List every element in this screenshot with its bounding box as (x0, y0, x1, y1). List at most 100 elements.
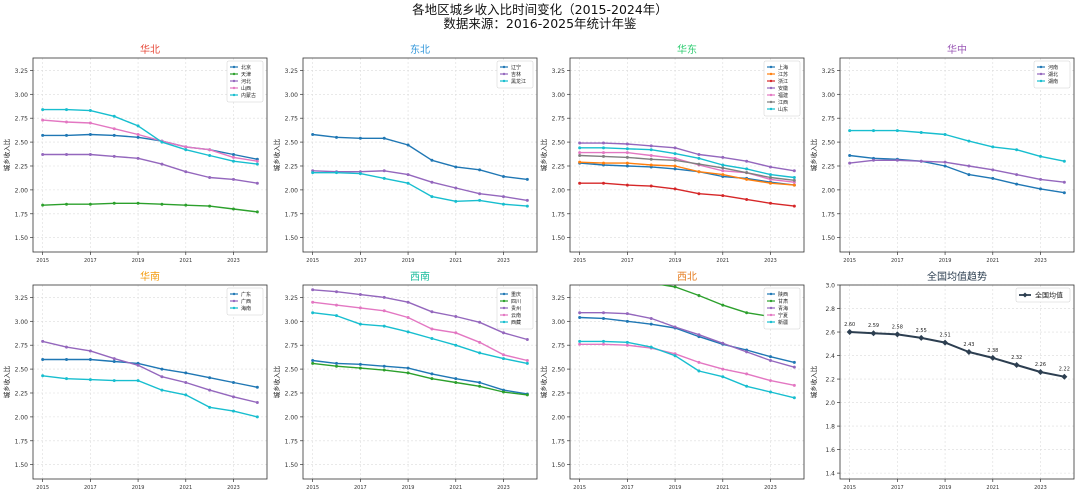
y-tick-label: 3.25 (552, 68, 566, 75)
data-label: 2.60 (844, 322, 855, 328)
data-point (792, 365, 796, 369)
data-point (721, 169, 725, 173)
plot-frame (302, 284, 538, 480)
data-point (625, 164, 629, 168)
x-tick-label: 2015 (573, 258, 586, 264)
series-group (41, 339, 259, 419)
data-label: 2.32 (1011, 355, 1022, 361)
data-point (382, 309, 386, 313)
data-point (673, 146, 677, 150)
data-point (649, 163, 653, 167)
series-line-广东 (42, 358, 258, 388)
series-line-青海 (579, 312, 795, 368)
plot-frame (569, 284, 805, 480)
legend-label-广西: 广西 (241, 298, 251, 305)
y-axis-label: 城乡收入比 (539, 365, 548, 398)
legend-marker (502, 292, 506, 296)
y-tick-label: 2.00 (552, 414, 566, 421)
series-line-新疆 (579, 340, 795, 399)
data-point (255, 162, 259, 166)
data-point (768, 173, 772, 177)
y-tick-label: 1.50 (822, 235, 836, 242)
data-point (792, 183, 796, 187)
y-tick-label: 3.00 (552, 319, 566, 326)
series-line-宁夏 (579, 343, 795, 386)
plot-frame (569, 57, 805, 253)
data-point (745, 177, 749, 181)
y-tick-label: 2.50 (15, 367, 29, 374)
subplot-title: 西南 (410, 270, 430, 283)
y-tick-label: 3.00 (552, 92, 566, 99)
data-point (430, 372, 434, 376)
data-point (967, 164, 971, 168)
data-point (943, 164, 947, 168)
data-point (870, 330, 877, 337)
data-point (721, 155, 725, 159)
y-tick-label: 3.25 (15, 68, 29, 75)
legend-marker (232, 86, 236, 90)
data-point (65, 358, 69, 362)
data-point (768, 390, 772, 394)
x-tick-label: 2021 (716, 258, 729, 264)
data-point (112, 114, 116, 118)
data-point (335, 171, 339, 175)
data-point (768, 358, 772, 362)
y-tick-label: 2.75 (822, 116, 836, 123)
data-point (184, 203, 188, 207)
series-line-山东 (579, 147, 795, 179)
data-point (208, 388, 212, 392)
x-tick-label: 2019 (402, 485, 415, 491)
data-point (894, 331, 901, 338)
data-point (721, 341, 725, 345)
data-point (406, 143, 410, 147)
y-tick-label: 1.75 (552, 211, 566, 218)
data-point (991, 176, 995, 180)
legend-label-辽宁: 辽宁 (511, 64, 521, 71)
data-label: 2.22 (1059, 367, 1070, 373)
data-point (88, 153, 92, 157)
data-point (745, 372, 749, 376)
data-point (454, 315, 458, 319)
data-point (184, 170, 188, 174)
data-point (65, 202, 69, 206)
data-point (872, 129, 876, 133)
legend-label-福建: 福建 (778, 92, 788, 99)
legend-marker (232, 79, 236, 83)
data-point (697, 153, 701, 157)
data-point (208, 153, 212, 157)
data-point (848, 153, 852, 157)
subplot-title: 全国均值趋势 (927, 270, 987, 283)
legend-marker (232, 299, 236, 303)
data-point (501, 202, 505, 206)
data-point (649, 316, 653, 320)
data-point (721, 375, 725, 379)
data-point (792, 169, 796, 173)
series-group (846, 329, 1068, 380)
data-point (160, 367, 164, 371)
y-tick-label: 3.00 (15, 92, 29, 99)
series-group (578, 285, 796, 400)
data-point (335, 314, 339, 318)
legend-label-重庆: 重庆 (511, 291, 521, 298)
data-point (673, 158, 677, 162)
legend-marker (769, 72, 773, 76)
data-point (721, 166, 725, 170)
y-tick-label: 2.50 (285, 140, 299, 147)
series-line-江西 (579, 154, 795, 181)
legend-marker (232, 65, 236, 69)
data-point (792, 383, 796, 387)
y-tick-label: 2.4 (825, 353, 835, 360)
data-point (160, 388, 164, 392)
x-tick-label: 2015 (36, 485, 49, 491)
legend-marker (502, 299, 506, 303)
data-point (501, 195, 505, 199)
data-point (208, 204, 212, 208)
data-point (88, 378, 92, 382)
legend: 全国均值 (1015, 287, 1071, 303)
y-axis-label: 城乡收入比 (2, 365, 11, 398)
data-point (478, 380, 482, 384)
data-point (673, 152, 677, 156)
series-line-陕西 (579, 316, 795, 364)
